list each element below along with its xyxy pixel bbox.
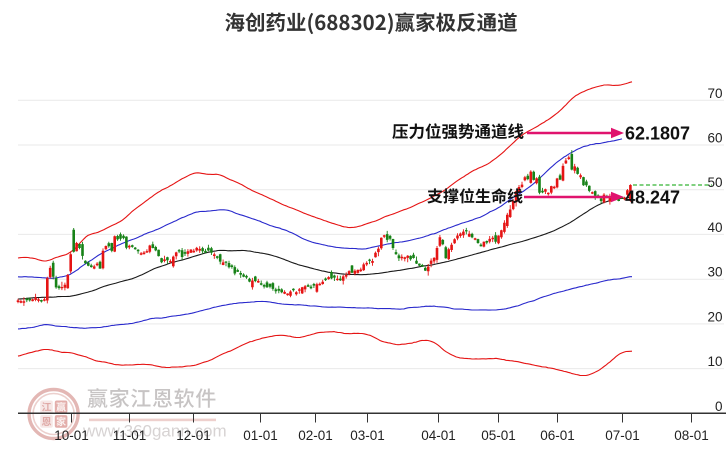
svg-text:07-01: 07-01 — [605, 428, 640, 443]
svg-text:40: 40 — [707, 220, 722, 235]
svg-text:01-01: 01-01 — [243, 428, 278, 443]
svg-text:08-01: 08-01 — [674, 428, 709, 443]
svg-text:03-01: 03-01 — [350, 428, 385, 443]
svg-text:50: 50 — [707, 175, 722, 190]
svg-text:04-01: 04-01 — [421, 428, 456, 443]
svg-text:06-01: 06-01 — [540, 428, 575, 443]
svg-text:02-01: 02-01 — [298, 428, 333, 443]
svg-text:20: 20 — [707, 309, 722, 324]
svg-text:30: 30 — [707, 265, 722, 280]
svg-text:www.360gann.com: www.360gann.com — [82, 422, 227, 441]
svg-text:10: 10 — [707, 354, 722, 369]
svg-text:10-01: 10-01 — [54, 428, 89, 443]
svg-text:11-01: 11-01 — [113, 428, 147, 443]
svg-text:60: 60 — [707, 131, 722, 146]
svg-text:48.247: 48.247 — [625, 188, 680, 208]
svg-text:62.1807: 62.1807 — [625, 124, 690, 144]
svg-text:12-01: 12-01 — [176, 428, 211, 443]
svg-text:05-01: 05-01 — [481, 428, 516, 443]
svg-text:70: 70 — [707, 86, 722, 101]
svg-text:0: 0 — [715, 399, 723, 414]
